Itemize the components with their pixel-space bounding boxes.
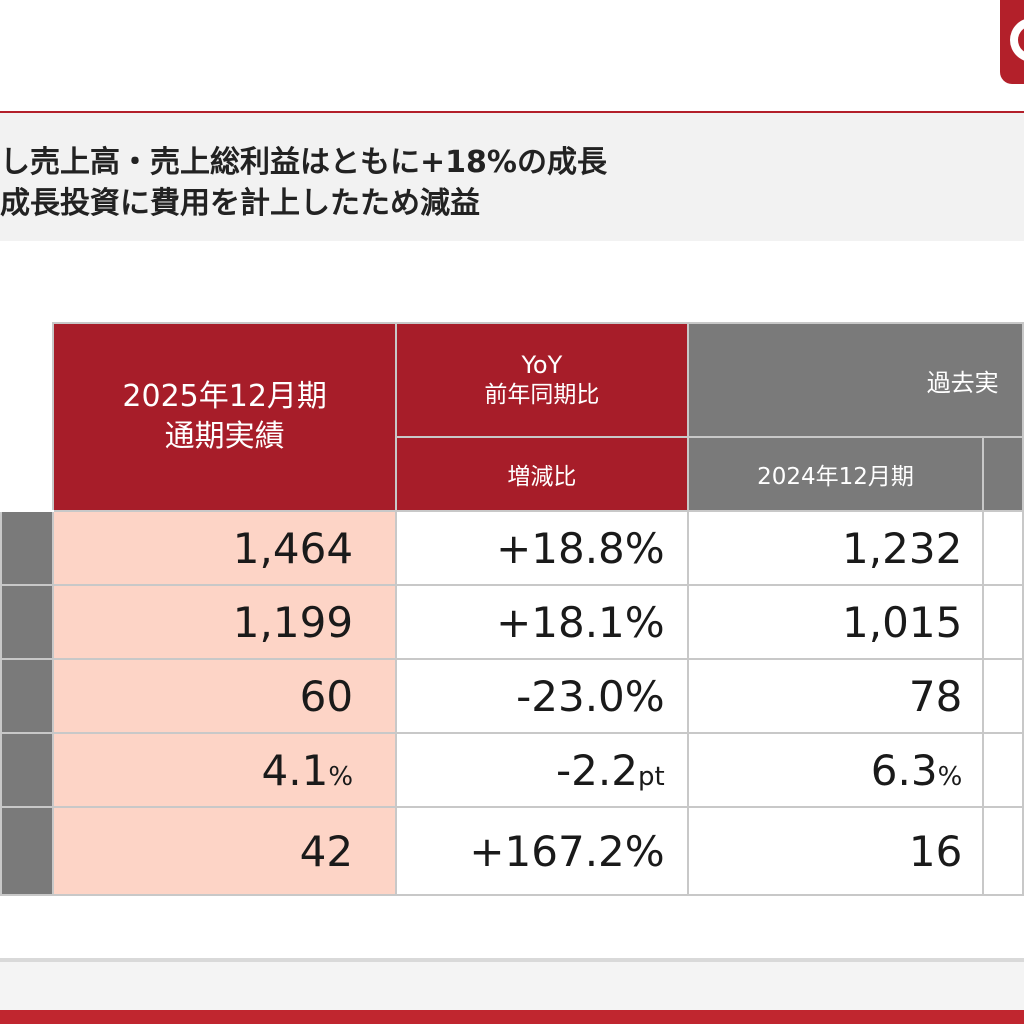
yoy-value: -23.0% [395,658,689,734]
yoy-title: YoY [521,351,563,379]
prev-value: 1,232 [686,510,985,586]
current-value: 4.1% [52,732,398,808]
current-period-label: 2025年12月期 [122,379,327,414]
prev-value: 78 [686,658,985,734]
label-header-blank [0,322,55,512]
prev-value: 6.3% [686,732,985,808]
next-value [982,510,1024,586]
table-row: 1,464 +18.8% 1,232 [0,510,1024,586]
row-label-cell [0,510,55,586]
summary-box: し売上高・売上総利益はともに+18%の成長 成長投資に費用を計上したため減益 [0,113,1024,241]
prev-period-header: 2024年12月期 [686,436,985,512]
summary-line-2: 成長投資に費用を計上したため減益 [0,186,480,221]
row-label-cell [0,732,55,808]
current-period-header: 2025年12月期 通期実績 [52,322,398,512]
next-value [982,732,1024,808]
table-row: 60 -23.0% 78 [0,658,1024,734]
past-results-header: 過去実 [686,322,1024,438]
summary-line-1: し売上高・売上総利益はともに+18%の成長 [0,145,607,180]
next-period-header [982,436,1024,512]
current-value: 1,464 [52,510,398,586]
footer-strip [0,962,1024,1010]
current-value: 1,199 [52,584,398,660]
row-label-cell [0,806,55,896]
table-row: 4.1% -2.2pt 6.3% [0,732,1024,808]
row-label-cell [0,658,55,734]
next-value [982,584,1024,660]
next-value [982,658,1024,734]
footer-divider [0,958,1024,962]
results-table: 2025年12月期 通期実績 YoY 前年同期比 過去実 増減比 2024年12… [0,322,1024,896]
yoy-change-header: 増減比 [395,436,689,512]
yoy-value: +18.8% [395,510,689,586]
row-label-cell [0,584,55,660]
footer-bar [0,1010,1024,1024]
yoy-value: -2.2pt [395,732,689,808]
next-value [982,806,1024,896]
yoy-header: YoY 前年同期比 [395,322,689,438]
prev-value: 16 [686,806,985,896]
yoy-subtitle: 前年同期比 [484,382,600,408]
current-period-sublabel: 通期実績 [164,419,285,454]
yoy-value: +18.1% [395,584,689,660]
yoy-value: +167.2% [395,806,689,896]
current-value: 60 [52,658,398,734]
header-divider [0,111,1024,113]
table-row: 42 +167.2% 16 [0,806,1024,896]
current-value: 42 [52,806,398,896]
table-row: 1,199 +18.1% 1,015 [0,584,1024,660]
prev-value: 1,015 [686,584,985,660]
